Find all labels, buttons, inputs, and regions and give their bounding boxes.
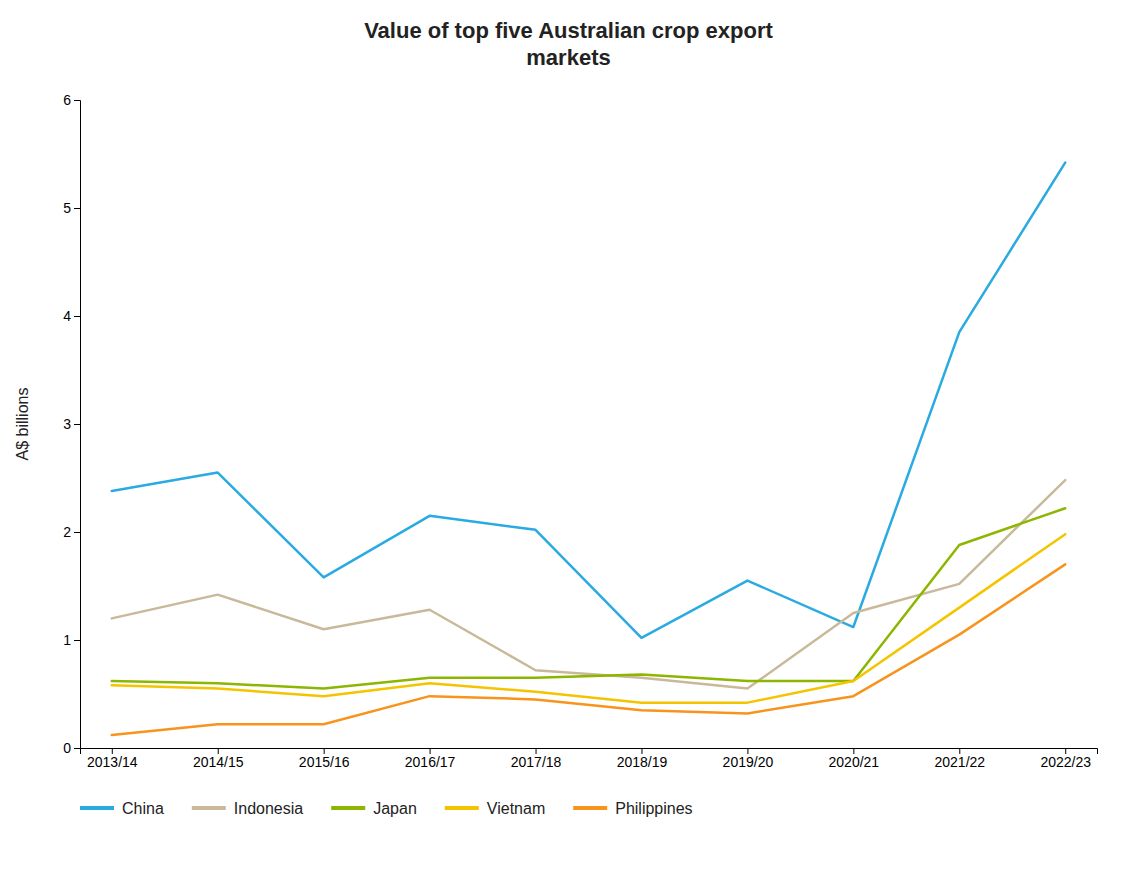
x-tick-label: 2018/19 bbox=[617, 754, 668, 770]
y-tick-mark bbox=[74, 208, 80, 209]
x-tick-label: 2021/22 bbox=[934, 754, 985, 770]
y-tick-label: 2 bbox=[63, 524, 71, 540]
x-tick-label: 2022/23 bbox=[1040, 754, 1091, 770]
series-line bbox=[112, 508, 1065, 688]
x-tick: 2013/14 bbox=[87, 748, 138, 770]
legend-item: Philippines bbox=[573, 800, 692, 817]
y-tick: 4 bbox=[63, 308, 80, 324]
y-label: A$ billions bbox=[14, 388, 31, 461]
x-tick: 2014/15 bbox=[193, 748, 244, 770]
legend-item: Vietnam bbox=[445, 800, 545, 817]
x-tick: 2019/20 bbox=[723, 748, 774, 770]
y-tick-label: 4 bbox=[63, 308, 71, 324]
legend-item: China bbox=[80, 800, 164, 817]
lines bbox=[112, 163, 1065, 735]
y-tick-label: 5 bbox=[63, 200, 71, 216]
series-line bbox=[112, 534, 1065, 702]
title-line: Value of top five Australian crop export bbox=[364, 18, 773, 43]
y-tick: 2 bbox=[63, 524, 80, 540]
legend-swatch bbox=[573, 806, 607, 810]
legend-swatch bbox=[331, 806, 365, 810]
x-tick-label: 2013/14 bbox=[87, 754, 138, 770]
y-tick: 6 bbox=[63, 92, 80, 108]
plot: 0 1 2 3 4 5 6 2013/14 2014/15 2015/16 2016/17 2017/… bbox=[14, 92, 1098, 770]
x-tick-label: 2019/20 bbox=[723, 754, 774, 770]
y-tick-label: 3 bbox=[63, 416, 71, 432]
title-line: markets bbox=[526, 45, 610, 70]
title: Value of top five Australian crop export… bbox=[364, 18, 773, 70]
y-tick-label: 6 bbox=[63, 92, 71, 108]
x-tick: 2016/17 bbox=[405, 748, 456, 770]
x-tick: 2017/18 bbox=[511, 748, 562, 770]
legend-swatch bbox=[445, 806, 479, 810]
y-tick-mark bbox=[74, 532, 80, 533]
y-tick: 0 bbox=[63, 740, 80, 756]
legend-swatch bbox=[80, 806, 114, 810]
x-tick: 2018/19 bbox=[617, 748, 668, 770]
legend-item: Japan bbox=[331, 800, 417, 817]
legend-label: Philippines bbox=[615, 800, 692, 817]
x-tick: 2021/22 bbox=[934, 748, 985, 770]
legend-item: Indonesia bbox=[192, 800, 303, 817]
legend-label: Vietnam bbox=[487, 800, 545, 817]
y-tick-mark bbox=[74, 316, 80, 317]
y-axis: 0 1 2 3 4 5 6 bbox=[63, 92, 80, 756]
x-tick-label: 2020/21 bbox=[829, 754, 880, 770]
x-tick-label: 2016/17 bbox=[405, 754, 456, 770]
legend-label: China bbox=[122, 800, 164, 817]
y-tick: 3 bbox=[63, 416, 80, 432]
x-tick-label: 2014/15 bbox=[193, 754, 244, 770]
series-line bbox=[112, 163, 1065, 638]
legend-swatch bbox=[192, 806, 226, 810]
x-tick-label: 2017/18 bbox=[511, 754, 562, 770]
y-tick-mark bbox=[74, 748, 80, 749]
x-tick: 2020/21 bbox=[829, 748, 880, 770]
x-tick: 2022/23 bbox=[1040, 748, 1091, 770]
y-tick: 1 bbox=[63, 632, 80, 648]
y-tick-mark bbox=[74, 100, 80, 101]
legend: China Indonesia Japan Vietnam Philippines bbox=[80, 800, 693, 817]
y-tick-label: 1 bbox=[63, 632, 71, 648]
x-axis: 2013/14 2014/15 2015/16 2016/17 2017/18 2018/… bbox=[81, 748, 1098, 770]
y-tick-mark bbox=[74, 640, 80, 641]
y-tick-label: 0 bbox=[63, 740, 71, 756]
legend-label: Japan bbox=[373, 800, 417, 817]
legend-label: Indonesia bbox=[234, 800, 303, 817]
y-tick: 5 bbox=[63, 200, 80, 216]
y-axis-line bbox=[74, 101, 81, 749]
chart: Value of top five Australian crop export… bbox=[0, 0, 1137, 878]
series-line bbox=[112, 564, 1065, 735]
x-tick: 2015/16 bbox=[299, 748, 350, 770]
y-tick-mark bbox=[74, 424, 80, 425]
x-tick-label: 2015/16 bbox=[299, 754, 350, 770]
